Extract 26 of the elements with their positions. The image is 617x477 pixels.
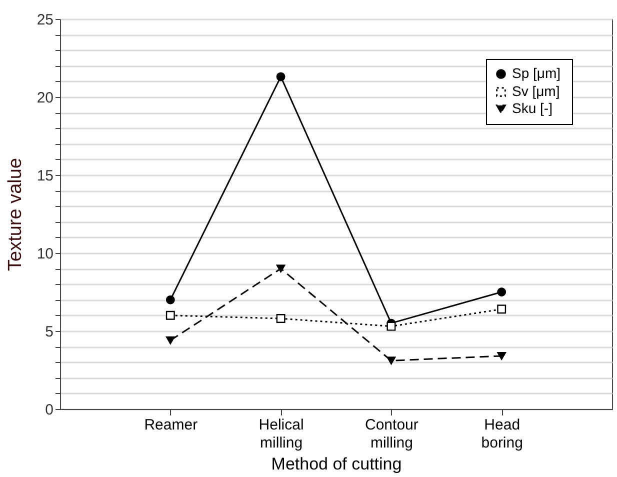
point — [166, 336, 175, 344]
x-tick-label: Contour milling — [365, 416, 418, 452]
legend-label: Sku [-] — [512, 100, 552, 116]
point — [276, 264, 286, 273]
point — [497, 288, 506, 296]
point — [276, 72, 286, 82]
x-tick-label: Reamer — [144, 416, 198, 434]
y-tick-label: 10 — [36, 246, 54, 262]
y-tick-label: 5 — [45, 324, 54, 340]
legend-label: Sp [μm] — [512, 65, 561, 81]
y-tick-label: 25 — [36, 12, 54, 28]
point — [386, 356, 396, 365]
y-axis-title: Texture value — [4, 158, 26, 272]
point — [166, 310, 175, 320]
point — [276, 314, 286, 323]
y-tick-label: 20 — [36, 90, 54, 106]
y-tick-label: 0 — [45, 402, 54, 418]
x-tick-label: Helical milling — [258, 416, 304, 452]
x-axis-title: Method of cutting — [271, 454, 402, 474]
legend-label: Sv [μm] — [512, 83, 560, 99]
point — [497, 352, 506, 360]
x-tick-label: Head boring — [481, 416, 523, 452]
y-tick-label: 15 — [36, 168, 54, 184]
point — [386, 322, 396, 331]
point — [166, 295, 175, 304]
point — [497, 304, 506, 314]
